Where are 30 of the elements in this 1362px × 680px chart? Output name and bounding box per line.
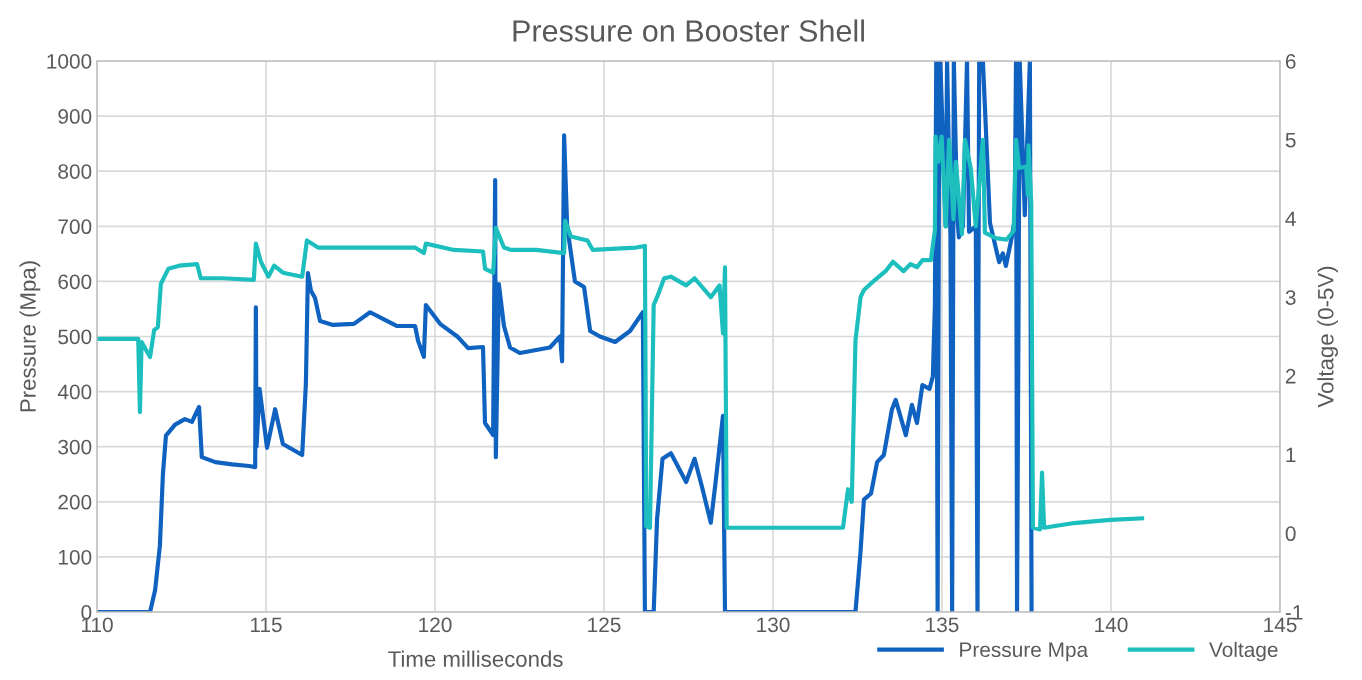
x-tick-label: 130 bbox=[757, 617, 790, 633]
x-tick-label: 135 bbox=[926, 617, 959, 633]
y2-tick-label: 4 bbox=[1285, 211, 1296, 226]
y-tick-label: 700 bbox=[58, 219, 92, 235]
y-tick-label: 600 bbox=[58, 274, 92, 290]
chart-title: Pressure on Booster Shell bbox=[513, 19, 864, 42]
y-axis-title: Pressure (Mpa) bbox=[19, 261, 41, 412]
x-tick-label: 115 bbox=[250, 617, 282, 633]
y-tick-label: 300 bbox=[58, 439, 92, 455]
x-axis-title: Time milliseconds bbox=[388, 650, 563, 667]
y-tick-label: 800 bbox=[58, 164, 92, 179]
line-series bbox=[97, 134, 1145, 532]
y2-tick-label: 0 bbox=[1285, 526, 1296, 542]
x-tick-label: 120 bbox=[419, 617, 452, 633]
y2-tick-label: 1 bbox=[1286, 447, 1296, 463]
x-tick-label: 125 bbox=[588, 617, 621, 633]
y2-tick-label: 2 bbox=[1285, 368, 1296, 384]
y2-tick-label: 6 bbox=[1285, 54, 1296, 69]
y-tick-label: 100 bbox=[58, 549, 92, 565]
x-tick-label: 140 bbox=[1095, 617, 1128, 633]
y2-tick-label: 5 bbox=[1285, 132, 1296, 148]
y-tick-label: 500 bbox=[58, 329, 92, 345]
y-tick-label: 400 bbox=[57, 384, 92, 400]
y-tick-label: 200 bbox=[58, 494, 92, 510]
y-tick-label: 1000 bbox=[47, 54, 92, 69]
y2-tick-label: 3 bbox=[1285, 290, 1296, 305]
legend-label: Voltage bbox=[1209, 641, 1278, 662]
y-tick-label: 900 bbox=[58, 109, 92, 124]
y2-axis-title: Voltage (0-5V) bbox=[1317, 266, 1338, 408]
legend-label: Pressure Mpa bbox=[960, 642, 1089, 662]
